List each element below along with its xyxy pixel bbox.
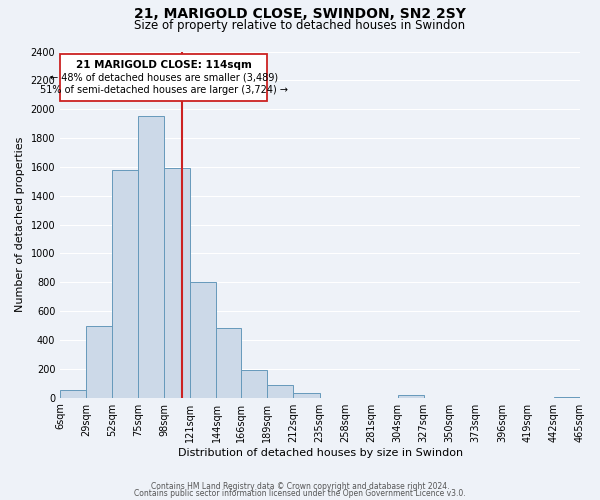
- Y-axis label: Number of detached properties: Number of detached properties: [15, 137, 25, 312]
- Bar: [164, 168, 190, 398]
- Bar: [398, 395, 424, 398]
- Text: Contains HM Land Registry data © Crown copyright and database right 2024.: Contains HM Land Registry data © Crown c…: [151, 482, 449, 491]
- Text: 51% of semi-detached houses are larger (3,724) →: 51% of semi-detached houses are larger (…: [40, 86, 288, 96]
- Bar: [293, 394, 320, 398]
- Bar: [554, 397, 580, 398]
- Bar: [217, 328, 241, 398]
- FancyBboxPatch shape: [60, 54, 268, 100]
- Bar: [241, 370, 268, 398]
- Bar: [190, 282, 217, 398]
- Bar: [86, 326, 112, 398]
- Text: Contains public sector information licensed under the Open Government Licence v3: Contains public sector information licen…: [134, 490, 466, 498]
- Text: 21 MARIGOLD CLOSE: 114sqm: 21 MARIGOLD CLOSE: 114sqm: [76, 60, 252, 70]
- Bar: [112, 170, 139, 398]
- Bar: [139, 116, 164, 398]
- X-axis label: Distribution of detached houses by size in Swindon: Distribution of detached houses by size …: [178, 448, 463, 458]
- Text: ← 48% of detached houses are smaller (3,489): ← 48% of detached houses are smaller (3,…: [50, 72, 278, 83]
- Text: 21, MARIGOLD CLOSE, SWINDON, SN2 2SY: 21, MARIGOLD CLOSE, SWINDON, SN2 2SY: [134, 8, 466, 22]
- Bar: [60, 390, 86, 398]
- Bar: [268, 384, 293, 398]
- Text: Size of property relative to detached houses in Swindon: Size of property relative to detached ho…: [134, 19, 466, 32]
